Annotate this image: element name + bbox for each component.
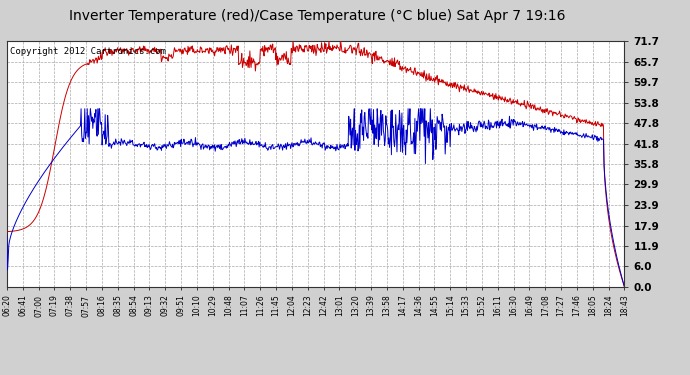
Text: Inverter Temperature (red)/Case Temperature (°C blue) Sat Apr 7 19:16: Inverter Temperature (red)/Case Temperat… <box>69 9 566 23</box>
Text: Copyright 2012 Cartronics.com: Copyright 2012 Cartronics.com <box>10 47 166 56</box>
